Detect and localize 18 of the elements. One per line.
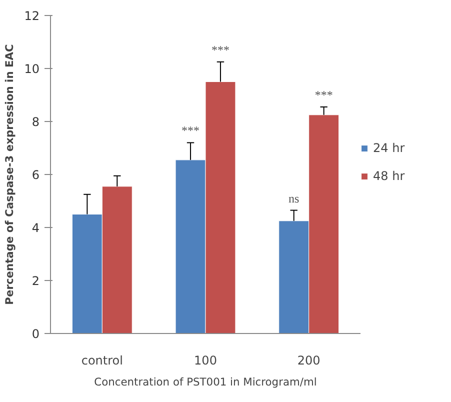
y-tick-label: 6: [32, 168, 40, 182]
data-label: ***: [182, 124, 200, 138]
x-tick-label: control: [81, 354, 123, 368]
y-tick-label: 0: [32, 327, 40, 341]
y-tick-label: 8: [32, 115, 40, 129]
data-label: ns: [288, 191, 300, 206]
y-tick-label: 4: [32, 221, 40, 235]
data-label: ***: [314, 88, 333, 102]
y-tick-label: 10: [24, 62, 40, 76]
y-tick-label: 2: [32, 274, 40, 288]
x-tick-label: 200: [297, 354, 320, 368]
data-label: ***: [211, 42, 230, 57]
legend-label: 24 hr: [373, 141, 405, 155]
legend-label: 48 hr: [373, 169, 405, 183]
x-axis-title: Concentration of PST001 in Microgram/ml: [94, 376, 317, 388]
y-tick-label: 12: [24, 9, 40, 23]
y-axis-title: Percentage of Caspase-3 expression in EAC: [3, 44, 16, 305]
x-tick-label: 100: [194, 354, 217, 368]
